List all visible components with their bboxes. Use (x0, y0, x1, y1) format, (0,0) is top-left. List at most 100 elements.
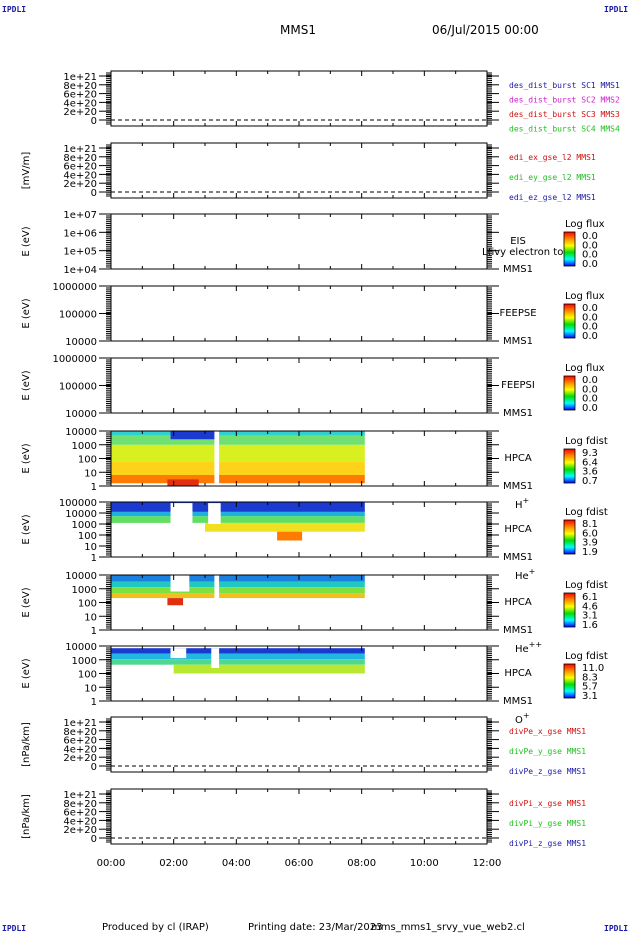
y-axis-label: E (eV) (21, 370, 32, 400)
y-tick-label: 100000 (59, 382, 97, 393)
spectrogram-cell (111, 444, 365, 462)
colorbar-value: 0.0 (582, 240, 598, 251)
legend-entry: des_dist_burst SC1 MMS1 (509, 81, 620, 90)
spectrogram-cell (170, 431, 218, 440)
y-tick-label: 1000 (72, 520, 97, 531)
y-tick-label: 1000000 (52, 282, 97, 293)
panel-4: 1000000 100000 10000 E (eV) FEEPSE MMS1 Log fl… (21, 282, 605, 348)
colorbar (563, 303, 576, 339)
colorbar-title: Log flux (565, 291, 605, 302)
footer-printing-date: Printing date: 23/Mar/2023 (248, 922, 383, 933)
y-tick-label: 100 (78, 455, 97, 466)
spectrogram-cell (111, 516, 365, 523)
panel-frame (110, 788, 488, 845)
y-tick-label: 6e+20 (63, 736, 97, 747)
y-tick-label: 0 (91, 762, 97, 773)
colorbar-value: 0.0 (582, 312, 598, 323)
x-tick-label: 02:00 (159, 858, 188, 869)
legend-entry: divPe_y_gse MMS1 (509, 747, 586, 756)
corner-label-bottom-right: IPDLI (604, 924, 628, 933)
y-tick-label: 10000 (65, 337, 97, 348)
panel-frame (110, 357, 488, 414)
y-tick-label: 8e+20 (63, 727, 97, 738)
instrument-label: HPCA (504, 524, 532, 535)
y-tick-label: 1 (91, 553, 97, 564)
colorbar-value: 0.0 (582, 231, 598, 242)
instrument-label: HPCA (504, 453, 532, 464)
spectrogram-cell (214, 431, 220, 486)
colorbar-value: 0.0 (582, 375, 598, 386)
y-axis-label: E (eV) (21, 587, 32, 617)
x-tick-label: 04:00 (222, 858, 251, 869)
y-tick-label: 2e+20 (63, 825, 97, 836)
y-tick-label: 100000 (59, 498, 97, 509)
spectrogram-cell (170, 503, 193, 527)
y-tick-label: 6e+20 (63, 90, 97, 101)
spectrogram-cell (111, 461, 365, 475)
y-tick-label: 100 (78, 599, 97, 610)
corner-label-top-left: IPDLI (2, 5, 26, 14)
colorbar-value: 0.0 (582, 394, 598, 405)
y-tick-label: 1000 (72, 441, 97, 452)
y-tick-label: 10 (84, 612, 97, 623)
spacecraft-label: MMS1 (503, 264, 533, 275)
y-tick-label: 1e+21 (63, 72, 97, 83)
colorbar-value: 8.3 (582, 672, 598, 683)
y-tick-label: 8e+20 (63, 153, 97, 164)
spectrogram-cell (214, 575, 220, 600)
spacecraft-label: MMS1 (503, 552, 533, 563)
colorbar-value: 3.6 (582, 467, 598, 478)
colorbar (563, 592, 576, 628)
colorbar-value: 0.0 (582, 259, 598, 270)
y-tick-label: 8e+20 (63, 799, 97, 810)
colorbar-value: 0.0 (582, 322, 598, 333)
y-tick-label: 1e+21 (63, 718, 97, 729)
colorbar-value: 6.1 (582, 592, 598, 603)
colorbar (563, 519, 576, 555)
y-axis-label: E (eV) (21, 658, 32, 688)
y-tick-label: 1 (91, 697, 97, 708)
y-tick-label: 10000 (65, 571, 97, 582)
colorbar-value: 11.0 (582, 663, 604, 674)
y-tick-label: 10 (84, 542, 97, 553)
panel-5: 1000000 100000 10000 E (eV) FEEPSI MMS1 Log fl… (21, 354, 605, 420)
y-axis-label: E (eV) (21, 514, 32, 544)
colorbar-value: 5.7 (582, 682, 598, 693)
colorbar-title: Log flux (565, 363, 605, 374)
footer-produced-by: Produced by cl (IRAP) (102, 922, 209, 933)
colorbar-value: 0.0 (582, 403, 598, 414)
spectrogram-cell (277, 531, 303, 541)
y-tick-label: 1e+06 (63, 228, 97, 239)
x-tick-label: 08:00 (347, 858, 376, 869)
legend-entry: divPi_y_gse MMS1 (509, 819, 586, 828)
species-charge: + (523, 496, 530, 505)
colorbar-title: Log fdist (565, 580, 608, 591)
panel-frame (110, 213, 488, 270)
corner-label-top-right: IPDLI (604, 5, 628, 14)
species-charge: + (523, 711, 530, 720)
legend-entry: des_dist_burst SC4 MMS4 (509, 125, 620, 134)
footer-file-name: mms_mms1_srvy_vue_web2.cl (371, 922, 525, 933)
colorbar (563, 448, 576, 484)
species-base: O (515, 715, 523, 726)
y-tick-label: 10000 (65, 509, 97, 520)
panel-frame (110, 716, 488, 773)
species-charge: + (529, 567, 536, 576)
y-tick-label: 10000 (65, 642, 97, 653)
colorbar-value: 3.9 (582, 538, 598, 549)
panel-frame (110, 142, 488, 199)
y-axis-label: E (eV) (21, 443, 32, 473)
spectrogram-cell (111, 502, 365, 512)
legend-entry: divPe_z_gse MMS1 (509, 767, 586, 776)
spectrogram-cell (111, 593, 365, 599)
y-axis-label: [nPa/km] (21, 794, 32, 839)
species-label: H+ (515, 496, 529, 511)
x-tick-label: 06:00 (285, 858, 314, 869)
colorbar-value: 1.9 (582, 547, 598, 558)
spectrogram-cell (205, 522, 365, 532)
y-tick-label: 1000000 (52, 354, 97, 365)
spacecraft-label: MMS1 (503, 481, 533, 492)
